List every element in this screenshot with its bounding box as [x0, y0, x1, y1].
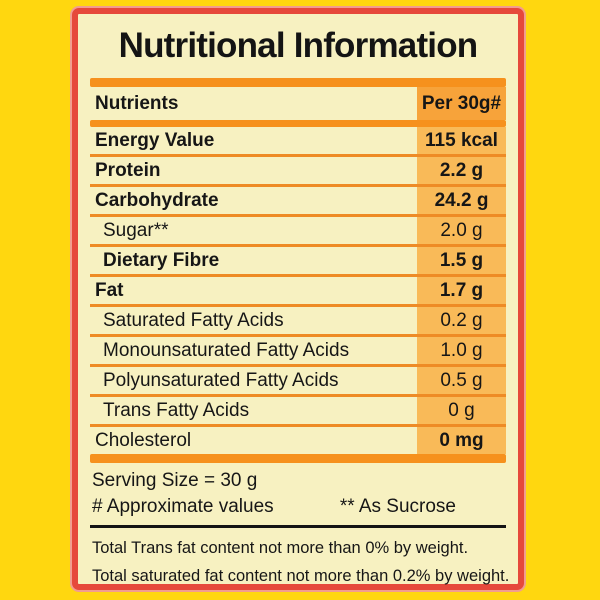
row-value: 0.5 g — [417, 367, 506, 394]
black-divider-line — [90, 525, 506, 528]
divider-bar-top — [90, 78, 506, 87]
divider-bar-middle — [90, 120, 506, 127]
trans-fat-note: Total Trans fat content not more than 0%… — [92, 539, 469, 557]
row-label: Polyunsaturated Fatty Acids — [103, 369, 339, 391]
row-value: 0.2 g — [417, 307, 506, 334]
column-header-nutrients: Nutrients — [95, 92, 179, 114]
row-label: Saturated Fatty Acids — [103, 309, 284, 331]
table-row: Polyunsaturated Fatty Acids 0.5 g — [90, 367, 506, 397]
row-label: Energy Value — [95, 129, 215, 151]
table-row: Trans Fatty Acids 0 g — [90, 397, 506, 427]
row-value: 1.5 g — [417, 247, 506, 274]
row-label: Cholesterol — [95, 429, 192, 451]
nutrition-label-content: Nutritional Information Nutrients Per 30… — [78, 14, 518, 589]
table-row: Energy Value 115 kcal — [90, 127, 506, 157]
row-value: 24.2 g — [417, 187, 506, 214]
row-label: Protein — [95, 159, 161, 181]
table-row: Cholesterol 0 mg — [90, 427, 506, 454]
table-row: Protein 2.2 g — [90, 157, 506, 187]
row-value: 0 g — [417, 397, 506, 424]
table-row: Monounsaturated Fatty Acids 1.0 g — [90, 337, 506, 367]
approximate-values-note: # Approximate values — [92, 496, 274, 517]
divider-bar-bottom — [90, 454, 506, 463]
saturated-fat-note: Total saturated fat content not more tha… — [92, 567, 510, 585]
row-label: Fat — [95, 279, 124, 301]
footnotes-line: # Approximate values ** As Sucrose — [90, 494, 506, 520]
row-label: Monounsaturated Fatty Acids — [103, 339, 350, 361]
nutrition-label-panel: Nutritional Information Nutrients Per 30… — [72, 8, 524, 590]
row-value: 1.0 g — [417, 337, 506, 364]
table-row: Fat 1.7 g — [90, 277, 506, 307]
label-footer: Serving Size = 30 g # Approximate values… — [90, 463, 510, 589]
page-title: Nutritional Information — [118, 26, 479, 65]
sucrose-note: ** As Sucrose — [339, 496, 456, 517]
table-header-row: Nutrients Per 30g# — [90, 87, 506, 120]
table-row: Sugar** 2.0 g — [90, 217, 506, 247]
row-label: Dietary Fibre — [103, 249, 220, 271]
row-value: 1.7 g — [417, 277, 506, 304]
row-label: Sugar** — [103, 219, 169, 241]
table-row: Carbohydrate 24.2 g — [90, 187, 506, 217]
row-label: Trans Fatty Acids — [103, 399, 250, 421]
row-value: 115 kcal — [417, 127, 506, 154]
serving-size-text: Serving Size = 30 g — [92, 470, 258, 491]
row-value: 2.0 g — [417, 217, 506, 244]
column-header-per-serving: Per 30g# — [417, 87, 506, 120]
table-row: Saturated Fatty Acids 0.2 g — [90, 307, 506, 337]
nutrients-table: Energy Value 115 kcal Protein 2.2 g Carb… — [90, 127, 506, 454]
row-value: 2.2 g — [417, 157, 506, 184]
table-row: Dietary Fibre 1.5 g — [90, 247, 506, 277]
row-value: 0 mg — [417, 427, 506, 454]
row-label: Carbohydrate — [95, 189, 219, 211]
